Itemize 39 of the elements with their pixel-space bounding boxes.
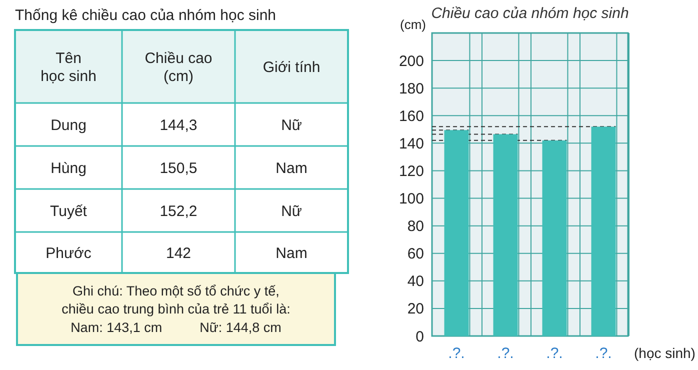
text: 142 (166, 244, 192, 262)
y-tick-label: 60 (407, 246, 424, 263)
y-tick-label: 200 (398, 52, 424, 70)
text: Hùng (50, 160, 86, 177)
text: Nữ (281, 202, 302, 220)
text: Phước (46, 244, 92, 262)
y-axis-title: (cm) (400, 17, 426, 32)
text: Giới tính (262, 58, 320, 76)
text: Nam (276, 244, 308, 262)
y-tick-label: 140 (398, 135, 424, 152)
text: Nam (276, 160, 308, 177)
text: Ghi chú: Theo một số tổ chức y tế, chiều cao trung bình của trẻ 11 tuổi là: Nam: 143,1 cm Nữ: 144,8 cm (62, 284, 290, 335)
y-tick-label: 160 (398, 108, 424, 125)
y-tick-label: 20 (407, 300, 424, 318)
text: 150,5 (160, 160, 198, 177)
chart-title: Chiều cao của nhóm học sinh (431, 5, 629, 22)
y-tick-label: 100 (398, 190, 424, 208)
y-tick-label: 120 (398, 162, 424, 180)
y-tick-label: 40 (407, 273, 424, 290)
x-tick-label: .?. (546, 345, 563, 362)
text: Chiều cao (cm) (144, 50, 212, 85)
text: 144,3 (160, 116, 198, 134)
y-tick-label: 80 (407, 218, 424, 236)
text: Thống kê chiều cao của nhóm học sinh (15, 7, 276, 24)
text: Nữ (281, 116, 302, 134)
bar (542, 140, 567, 336)
bar (444, 130, 469, 336)
y-tick-label: 0 (416, 328, 424, 346)
bar (493, 134, 518, 336)
text: Dung (50, 116, 86, 134)
text: Tuyết (50, 202, 88, 220)
y-tick-label: 180 (398, 80, 424, 98)
text: Tên học sinh (40, 50, 96, 85)
x-tick-label: .?. (448, 345, 465, 362)
bar (591, 126, 616, 336)
x-tick-label: .?. (497, 345, 514, 362)
x-axis-title: (học sinh) (634, 345, 696, 361)
text: 152,2 (160, 202, 198, 220)
x-tick-label: .?. (595, 345, 612, 362)
